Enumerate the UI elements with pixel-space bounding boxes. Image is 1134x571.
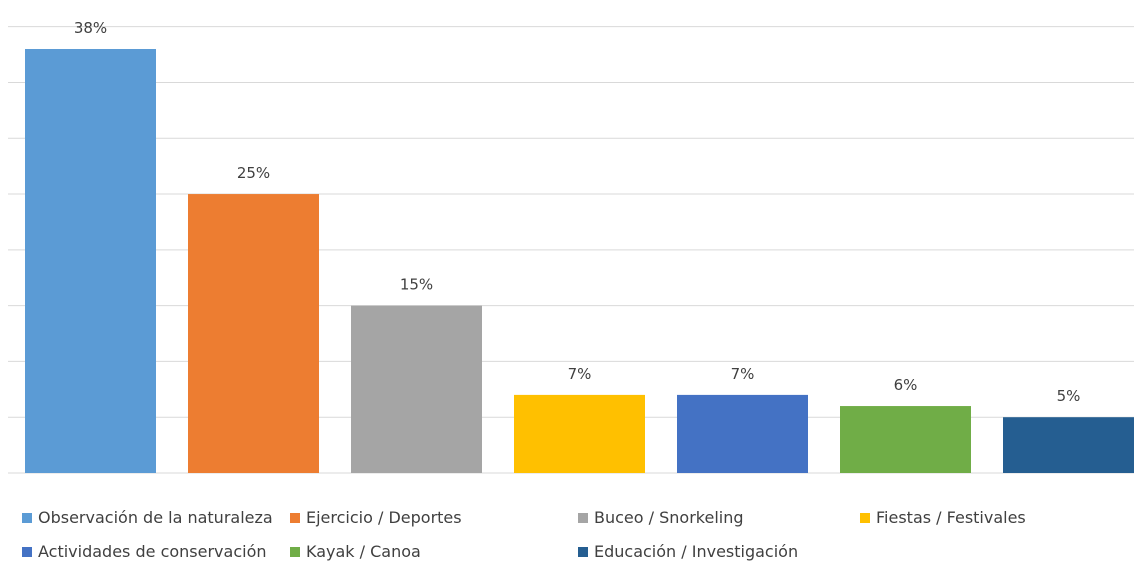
bar-3 [351, 305, 482, 473]
legend-item-2: Ejercicio / Deportes [290, 508, 462, 527]
data-label-6: 6% [894, 376, 918, 394]
legend-label: Actividades de conservación [38, 542, 267, 561]
bar-2 [188, 194, 319, 474]
legend-label: Kayak / Canoa [306, 542, 421, 561]
legend-item-1: Observación de la naturaleza [22, 508, 273, 527]
data-label-4: 7% [568, 365, 592, 383]
bar-4 [514, 394, 645, 473]
legend-swatch [290, 512, 300, 523]
legend-label: Ejercicio / Deportes [306, 508, 462, 527]
gridlines [8, 26, 1134, 418]
legend-label: Fiestas / Festivales [876, 508, 1026, 527]
bar-1 [25, 49, 156, 473]
data-label-5: 7% [731, 365, 755, 383]
legend-item-5: Actividades de conservación [22, 542, 267, 561]
legend-swatch [22, 546, 32, 557]
data-label-1: 38% [74, 19, 107, 37]
legend-item-6: Kayak / Canoa [290, 542, 421, 561]
legend-swatch [22, 512, 32, 523]
bar-5 [677, 394, 808, 473]
legend-item-7: Educación / Investigación [578, 542, 798, 561]
legend-swatch [578, 546, 588, 557]
data-label-2: 25% [237, 164, 270, 182]
data-label-3: 15% [400, 276, 433, 294]
legend-label: Observación de la naturaleza [38, 508, 273, 527]
legend-swatch [290, 546, 300, 557]
legend-item-4: Fiestas / Festivales [860, 508, 1026, 527]
legend-label: Buceo / Snorkeling [594, 508, 744, 527]
legend-swatch [860, 512, 870, 523]
bar-7 [1003, 417, 1134, 473]
data-label-7: 5% [1057, 387, 1081, 405]
plot-area: 38% 25% 15% 7% 7% 6% 5% [8, 19, 1134, 474]
bar-6 [840, 406, 971, 473]
legend-swatch [578, 512, 588, 523]
legend-label: Educación / Investigación [594, 542, 799, 561]
legend-item-3: Buceo / Snorkeling [578, 508, 744, 527]
